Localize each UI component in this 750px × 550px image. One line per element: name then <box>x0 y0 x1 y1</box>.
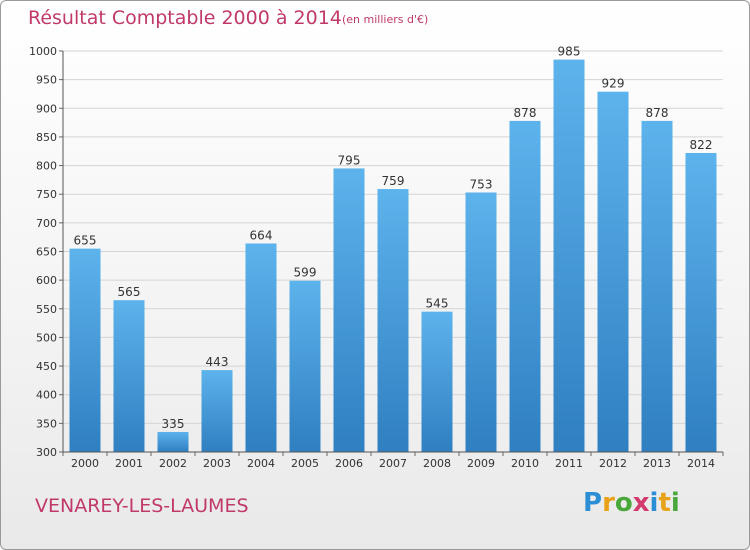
y-tick-label: 1000 <box>29 45 57 58</box>
y-tick-label: 400 <box>36 389 57 402</box>
bar-2011 <box>553 59 585 452</box>
y-tick-label: 350 <box>36 417 57 430</box>
logo-letter: i <box>649 488 659 518</box>
logo-letter: o <box>614 488 633 518</box>
x-tick-label: 2013 <box>643 457 671 470</box>
logo-letter: t <box>658 488 671 518</box>
x-tick-label: 2012 <box>599 457 627 470</box>
bar-2002 <box>157 431 189 452</box>
bar-2000 <box>69 248 101 452</box>
city-name: VENAREY-LES-LAUMES <box>35 495 249 517</box>
x-tick-label: 2009 <box>467 457 495 470</box>
x-tick-label: 2000 <box>71 457 99 470</box>
y-tick-label: 900 <box>36 102 57 115</box>
y-tick-label: 600 <box>36 274 57 287</box>
y-tick-label: 650 <box>36 246 57 259</box>
y-tick-label: 300 <box>36 446 57 459</box>
data-label: 599 <box>294 266 317 280</box>
data-label: 878 <box>514 106 537 120</box>
y-tick-label: 500 <box>36 331 57 344</box>
data-label: 565 <box>118 285 141 299</box>
x-tick-label: 2007 <box>379 457 407 470</box>
y-tick-label: 750 <box>36 188 57 201</box>
y-tick-label: 450 <box>36 360 57 373</box>
bars <box>69 59 717 453</box>
data-label: 759 <box>382 174 405 188</box>
logo-letter: r <box>602 488 615 518</box>
bar-2005 <box>289 280 321 452</box>
bar-2007 <box>377 189 409 452</box>
y-tick-label: 950 <box>36 74 57 87</box>
data-label: 335 <box>162 417 185 431</box>
chart-subtitle: (en milliers d'€) <box>342 13 429 26</box>
data-label: 822 <box>690 138 713 152</box>
x-tick-label: 2008 <box>423 457 451 470</box>
data-label: 655 <box>74 234 97 248</box>
x-tick-label: 2014 <box>687 457 715 470</box>
y-axis-ticks: 300 350 400 450 500 550 600 650 700 750 800 850 900 9… <box>29 45 63 459</box>
data-label: 878 <box>646 106 669 120</box>
data-label: 753 <box>470 177 493 191</box>
bar-2012 <box>597 91 629 453</box>
x-tick-label: 2005 <box>291 457 319 470</box>
x-axis-ticks: 2000 2001 2002 2003 2004 2005 2006 2007 2008 2009… <box>62 452 724 470</box>
bar-2014 <box>685 152 717 452</box>
bar-2004 <box>245 243 277 452</box>
data-labels: 655 565 335 443 664 599 795 759 545 753 878 985 929 8… <box>74 45 713 431</box>
x-tick-label: 2010 <box>511 457 539 470</box>
chart-title: Résultat Comptable 2000 à 2014 <box>28 7 342 29</box>
bar-2001 <box>113 300 145 452</box>
data-label: 985 <box>558 45 581 59</box>
x-tick-label: 2003 <box>203 457 231 470</box>
bar-2013 <box>641 120 673 452</box>
x-tick-label: 2004 <box>247 457 275 470</box>
x-tick-label: 2006 <box>335 457 363 470</box>
data-label: 795 <box>338 153 361 167</box>
x-tick-label: 2002 <box>159 457 187 470</box>
data-label: 545 <box>426 297 449 311</box>
x-tick-label: 2001 <box>115 457 143 470</box>
bar-2010 <box>509 120 541 452</box>
axes <box>62 51 723 453</box>
bar-2003 <box>201 370 233 452</box>
logo-letter: i <box>670 488 680 518</box>
bar-2009 <box>465 192 497 452</box>
bar-2006 <box>333 168 365 452</box>
y-tick-label: 800 <box>36 160 57 173</box>
proxiti-logo: Proxiti <box>583 488 680 518</box>
x-tick-label: 2011 <box>555 457 583 470</box>
logo-letter: x <box>632 488 650 518</box>
y-tick-label: 700 <box>36 217 57 230</box>
y-tick-label: 850 <box>36 131 57 144</box>
bar-2008 <box>421 311 453 452</box>
data-label: 929 <box>602 77 625 91</box>
y-tick-label: 550 <box>36 303 57 316</box>
logo-letter: P <box>583 488 603 518</box>
data-label: 443 <box>206 355 229 369</box>
data-label: 664 <box>250 228 273 242</box>
